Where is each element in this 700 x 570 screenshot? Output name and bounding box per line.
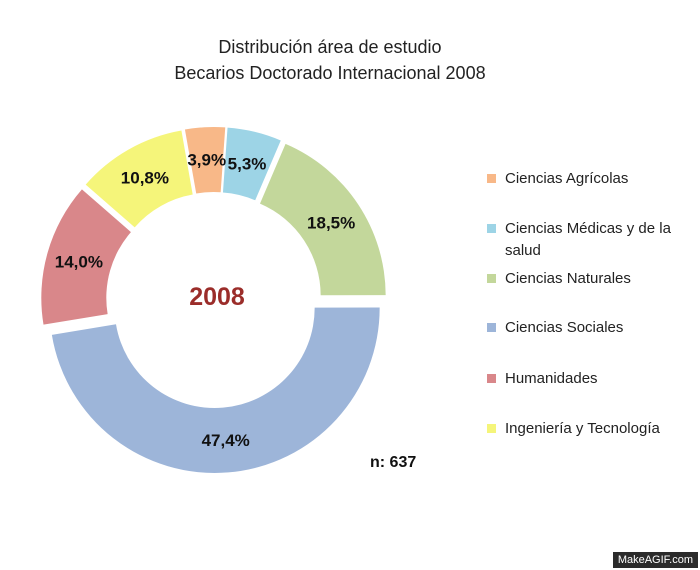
donut-slice-4: [51, 307, 380, 473]
slice-value-label-3: 18,5%: [307, 213, 355, 232]
slice-labels: 3,9% 5,3% 18,5% 47,4% 14,0% 10,8%: [55, 151, 356, 450]
sample-size-label: n: 637: [370, 454, 417, 471]
legend-swatch: [487, 224, 496, 233]
slice-value-label-1: 3,9%: [187, 151, 226, 170]
chart-title: Distribución área de estudio: [218, 37, 442, 57]
legend-swatch: [487, 323, 496, 332]
legend-label: Ingeniería y Tecnología: [505, 420, 660, 437]
legend-label: Ciencias Naturales: [505, 270, 631, 287]
watermark-badge: MakeAGIF.com: [612, 552, 698, 568]
donut-slice-3: [259, 143, 386, 296]
legend-swatch: [487, 274, 496, 283]
legend-label: Humanidades: [505, 370, 598, 387]
chart-title-block: Distribución área de estudio Becarios Do…: [0, 34, 660, 86]
slice-value-label-2: 5,3%: [228, 154, 267, 173]
donut-slices: [41, 127, 386, 473]
legend-swatch: [487, 174, 496, 183]
donut-slice-6: [85, 130, 193, 228]
donut-slice-2: [222, 127, 281, 201]
slice-value-label-4: 47,4%: [202, 431, 250, 450]
donut-slice-5: [41, 189, 131, 325]
legend-label: Ciencias Agrícolas: [505, 170, 629, 187]
legend-label: Ciencias Médicas y de la salud: [505, 220, 671, 259]
slice-value-label-6: 10,8%: [121, 169, 169, 188]
center-year-label: 2008: [189, 283, 245, 311]
slice-value-label-5: 14,0%: [55, 253, 103, 272]
chart-subtitle: Becarios Doctorado Internacional 2008: [174, 63, 486, 83]
donut-slice-1: [184, 127, 226, 194]
legend-swatch: [487, 374, 496, 383]
legend-swatch: [487, 424, 496, 433]
legend-label: Ciencias Sociales: [505, 319, 624, 336]
